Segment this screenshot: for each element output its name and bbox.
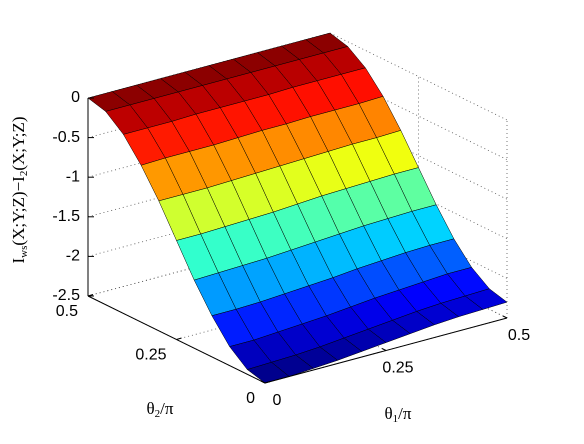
- y-tick-label: 0.5: [56, 303, 78, 320]
- z-tick-label: -2.5: [52, 287, 80, 304]
- z-tick-label: -2: [66, 248, 80, 265]
- y-tick: [264, 381, 271, 384]
- z-label-part: I: [9, 257, 28, 263]
- z-label-part: (X;Y;Z): [9, 117, 28, 171]
- x-label-part: /π: [398, 404, 412, 423]
- x-tick: [502, 315, 508, 319]
- z-label-sub: 2: [18, 171, 30, 177]
- y-label-part: /π: [160, 399, 174, 418]
- z-label-part: (X;Y;Z)−I: [9, 176, 28, 246]
- x-tick-label: 0.25: [382, 360, 413, 377]
- y-label-part: θ: [147, 399, 155, 418]
- x-tick: [381, 348, 387, 351]
- y-tick-label: 0: [246, 390, 255, 407]
- z-tick-label: -1.5: [52, 208, 80, 225]
- surface: [87, 32, 508, 384]
- z-tick-label: -0.5: [52, 129, 80, 146]
- x-tick: [260, 380, 266, 384]
- y-label-sub: 2: [155, 408, 161, 420]
- z-axis-label: Iws(X;Y;Z)−I2(X;Y;Z): [9, 117, 30, 264]
- x-label-sub: 1: [393, 413, 399, 425]
- z-tick-label: -1: [66, 168, 80, 185]
- axes: -2.5 -2 -1.5 -1 -0.5 0 0 0.25 0.5 0 0.25 0.5: [52, 89, 530, 409]
- z-tick-label: 0: [71, 89, 80, 106]
- x-axis-label: θ1/π: [385, 404, 412, 425]
- y-tick: [87, 294, 94, 297]
- y-tick: [176, 337, 182, 340]
- x-label-part: θ: [385, 404, 393, 423]
- x-tick-label: 0.5: [508, 327, 530, 344]
- y-axis-label: θ2/π: [147, 399, 174, 420]
- x-tick-label: 0: [273, 392, 282, 409]
- y-tick-label: 0.25: [135, 347, 166, 364]
- z-grid-line: [329, 32, 508, 121]
- z-label-sub: ws: [18, 246, 30, 258]
